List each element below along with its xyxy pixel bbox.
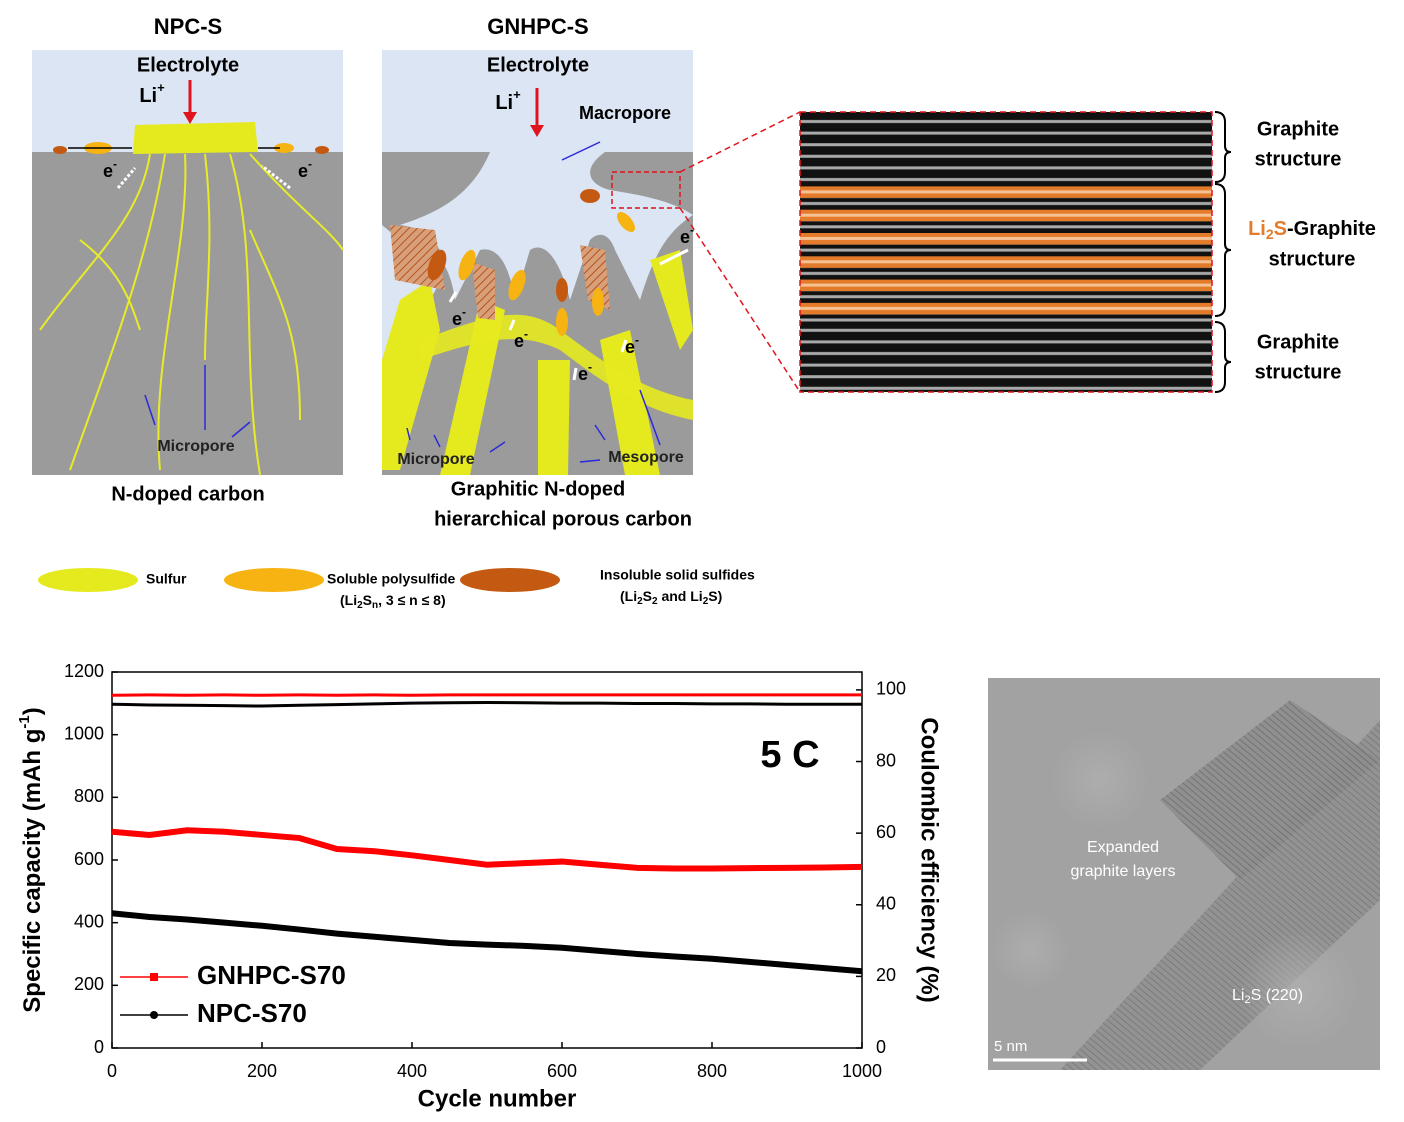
y-axis-title: Specific capacity (mAh g-1)	[16, 707, 46, 1012]
legend-marker	[150, 973, 158, 981]
zoom-label: structure	[1255, 361, 1342, 383]
y2-tick-label: 80	[876, 750, 896, 770]
y2-tick-label: 100	[876, 679, 906, 699]
legend-label: Sulfur	[146, 571, 187, 587]
legend-label: Soluble polysulfide	[327, 571, 456, 587]
panel-caption: Graphitic N-doped	[451, 478, 625, 500]
sulfur-swatch	[38, 568, 138, 592]
panel-caption: N-doped carbon	[111, 483, 264, 505]
zoom-view: Graphite structure Li2S-Graphite structu…	[680, 112, 1376, 392]
gnhpc-panel: GNHPC-S Electrolyte Li+ Macropore e- e- …	[382, 14, 694, 530]
panel-title: GNHPC-S	[487, 14, 588, 39]
x-tick-label: 400	[397, 1061, 427, 1081]
legend-label: NPC-S70	[197, 998, 307, 1028]
legend-label: GNHPC-S70	[197, 960, 346, 990]
sulfur	[133, 122, 258, 154]
y2-tick-label: 20	[876, 965, 896, 985]
zoom-label: Li2S-Graphite	[1248, 218, 1376, 241]
zoom-label: Graphite	[1257, 331, 1339, 353]
mesopore-label: Mesopore	[608, 449, 684, 466]
panel-title: NPC-S	[154, 14, 222, 39]
tem-label: graphite layers	[1071, 863, 1176, 880]
zoom-label: structure	[1255, 148, 1342, 170]
y2-axis-title: Coulombic efficiency (%)	[916, 717, 943, 1002]
x-tick-label: 200	[247, 1061, 277, 1081]
species-legend: Sulfur Soluble polysulfide (Li2Sn, 3 ≤ n…	[38, 567, 755, 611]
micropore-label: Micropore	[157, 438, 234, 455]
scale-label: 5 nm	[994, 1038, 1027, 1055]
y2-tick-label: 40	[876, 894, 896, 914]
tem-label: Li2S (220)	[1232, 987, 1303, 1006]
efficiency-line	[112, 702, 862, 706]
micropore-label: Micropore	[397, 451, 474, 468]
electrolyte-label: Electrolyte	[137, 54, 239, 76]
tem-label: Expanded	[1087, 839, 1159, 856]
polysulfide-swatch	[224, 568, 324, 592]
y2-tick-label: 0	[876, 1037, 886, 1057]
y-tick-label: 0	[94, 1037, 104, 1057]
y-tick-label: 1000	[64, 723, 104, 743]
legend-label: Insoluble solid sulfides	[600, 567, 755, 583]
x-tick-label: 600	[547, 1061, 577, 1081]
zoom-label: structure	[1269, 248, 1356, 270]
legend-label: (Li2S2 and Li2S)	[620, 588, 722, 607]
y-tick-label: 200	[74, 974, 104, 994]
x-tick-label: 0	[107, 1061, 117, 1081]
x-tick-label: 1000	[842, 1061, 882, 1081]
zoom-label: Graphite	[1257, 118, 1339, 140]
x-tick-label: 800	[697, 1061, 727, 1081]
macropore-label: Macropore	[579, 103, 671, 123]
y2-tick-label: 60	[876, 822, 896, 842]
annotation: 5 C	[760, 734, 819, 776]
npc-panel: NPC-S Electrolyte Li+ e- e- Micropore N-…	[32, 14, 343, 505]
y-tick-label: 600	[74, 849, 104, 869]
carbon-region	[32, 152, 343, 475]
electrolyte-label: Electrolyte	[487, 54, 589, 76]
capacity-line	[112, 830, 862, 868]
panel-caption: hierarchical porous carbon	[434, 508, 692, 530]
y-tick-label: 1200	[64, 661, 104, 681]
tem-image: Expanded graphite layers Li2S (220) 5 nm	[988, 678, 1380, 1070]
legend-marker	[150, 1011, 158, 1019]
x-axis-title: Cycle number	[418, 1085, 577, 1112]
y-tick-label: 400	[74, 911, 104, 931]
legend-label: (Li2Sn, 3 ≤ n ≤ 8)	[340, 592, 446, 611]
solid-swatch	[460, 568, 560, 592]
chart: 5 C Cycle number Specific capacity (mAh …	[16, 661, 943, 1113]
plot-frame	[112, 672, 862, 1048]
y-tick-label: 800	[74, 786, 104, 806]
